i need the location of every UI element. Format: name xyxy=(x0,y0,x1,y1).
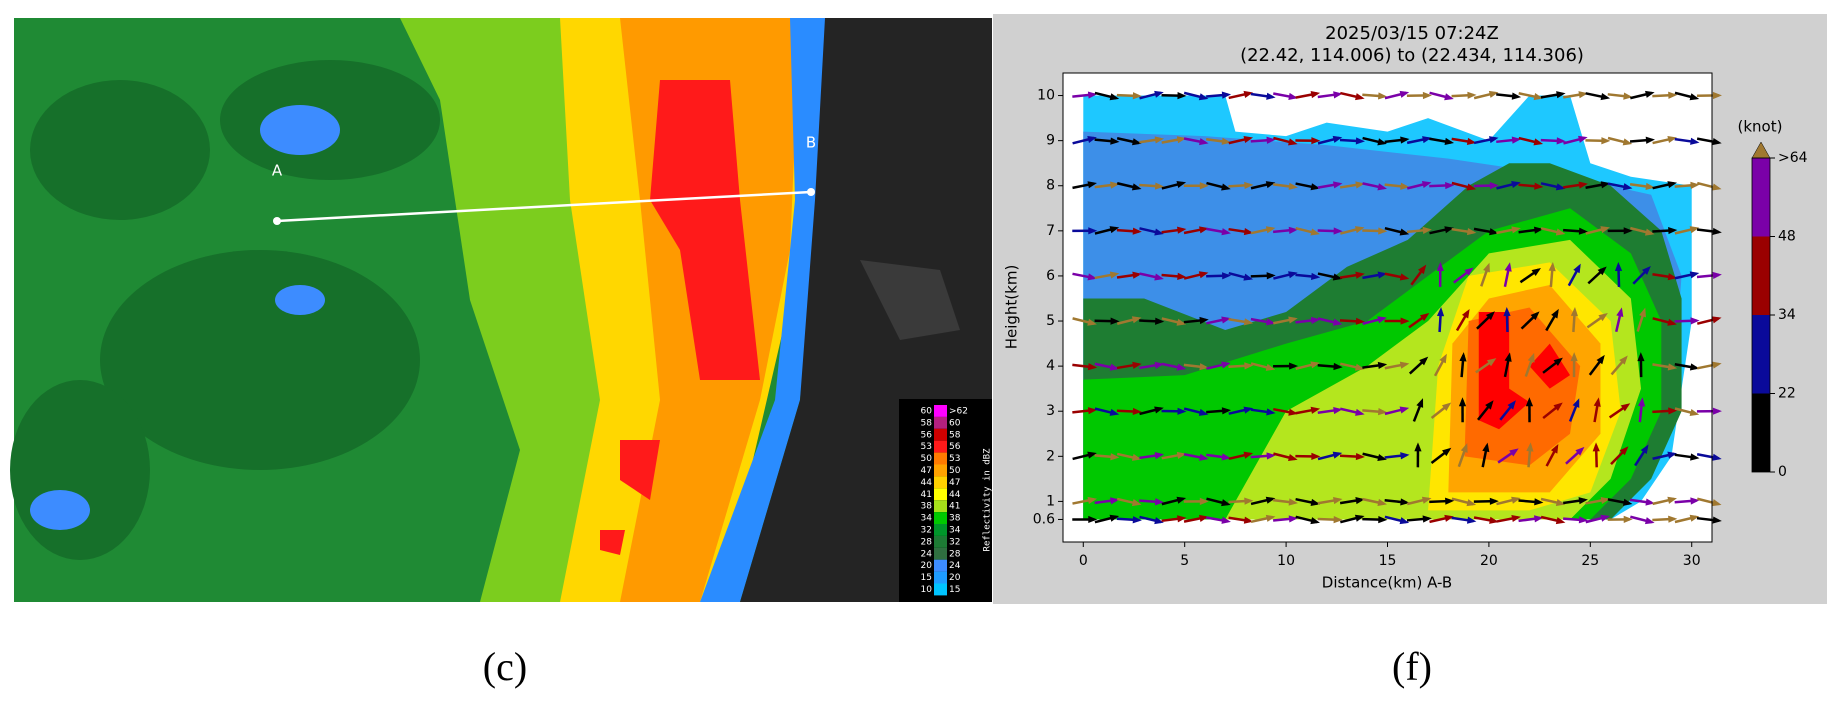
panel-label: (f) xyxy=(1392,644,1432,689)
legend-high: 38 xyxy=(949,514,961,524)
legend-low: 28 xyxy=(921,537,933,547)
colorbar-bin xyxy=(1752,237,1770,316)
x-tick-label: 0 xyxy=(1079,553,1088,569)
colorbar-tick-label: 22 xyxy=(1778,386,1796,402)
x-axis-label: Distance(km) A-B xyxy=(1322,574,1452,592)
y-tick-label: 5 xyxy=(1046,313,1055,329)
panel-label: (c) xyxy=(483,644,527,689)
legend-high: 60 xyxy=(949,418,961,428)
legend-low: 34 xyxy=(921,514,933,524)
y-tick-label: 4 xyxy=(1046,358,1055,374)
legend-high: 20 xyxy=(949,573,961,583)
legend-low: 38 xyxy=(921,502,933,512)
colorbar-tick-label: 34 xyxy=(1778,307,1796,323)
legend-high: 41 xyxy=(949,502,960,512)
legend-swatch xyxy=(934,512,947,524)
colorbar-label: (knot) xyxy=(1738,118,1783,136)
legend-swatch xyxy=(934,476,947,488)
legend-low: 44 xyxy=(921,478,933,488)
legend-high: 50 xyxy=(949,466,961,476)
y-tick-label: 3 xyxy=(1046,403,1055,419)
x-tick-label: 15 xyxy=(1379,553,1397,569)
colorbar-bin xyxy=(1752,158,1770,237)
legend-swatch xyxy=(934,429,947,441)
y-tick-label: 8 xyxy=(1046,178,1055,194)
legend-swatch xyxy=(934,548,947,560)
legend-high: 44 xyxy=(949,490,961,500)
point-label: A xyxy=(272,162,283,180)
legend-high: 32 xyxy=(949,537,960,547)
legend-swatch xyxy=(934,488,947,500)
y-tick-label: 7 xyxy=(1046,223,1055,239)
y-tick-label: 6 xyxy=(1046,268,1055,284)
legend-low: 24 xyxy=(921,549,933,559)
y-tick-label: 2 xyxy=(1046,448,1055,464)
legend-swatch xyxy=(934,453,947,465)
legend-low: 41 xyxy=(921,490,932,500)
legend-high: 53 xyxy=(949,454,960,464)
legend-high: 15 xyxy=(949,585,960,595)
legend-swatch xyxy=(934,584,947,596)
colorbar-tick-label: 48 xyxy=(1778,229,1796,245)
legend-low: 58 xyxy=(921,418,933,428)
legend-low: 32 xyxy=(921,526,932,536)
legend-low: 10 xyxy=(921,585,933,595)
y-tick-label: 1 xyxy=(1046,493,1055,509)
legend-swatch xyxy=(934,560,947,572)
x-tick-label: 20 xyxy=(1480,553,1498,569)
x-tick-label: 10 xyxy=(1277,553,1295,569)
legend-high: 34 xyxy=(949,526,961,536)
y-tick-label: 10 xyxy=(1037,88,1055,104)
x-tick-label: 5 xyxy=(1180,553,1189,569)
legend-swatch xyxy=(934,441,947,453)
legend-low: 15 xyxy=(921,573,932,583)
colorbar-bin xyxy=(1752,394,1770,473)
legend-high: >62 xyxy=(949,407,968,417)
legend-high: 58 xyxy=(949,430,961,440)
legend-low: 60 xyxy=(921,407,933,417)
legend-swatch xyxy=(934,465,947,477)
legend-swatch xyxy=(934,524,947,536)
legend-swatch xyxy=(934,417,947,429)
colorbar-tick-label: >64 xyxy=(1778,150,1808,166)
legend-high: 28 xyxy=(949,549,961,559)
legend-low: 20 xyxy=(921,561,933,571)
legend-title: Reflectivity in dBZ xyxy=(983,448,993,552)
legend-swatch xyxy=(934,500,947,512)
legend-high: 47 xyxy=(949,478,960,488)
y-axis-label: Height(km) xyxy=(1003,265,1021,350)
legend-swatch xyxy=(934,572,947,584)
legend-high: 24 xyxy=(949,561,961,571)
chart-title: 2025/03/15 07:24Z xyxy=(1325,23,1499,44)
legend-low: 53 xyxy=(921,442,932,452)
legend-high: 56 xyxy=(949,442,961,452)
colorbar-tick-label: 0 xyxy=(1778,464,1787,480)
legend-swatch xyxy=(934,405,947,417)
x-tick-label: 30 xyxy=(1683,553,1701,569)
point-label: B xyxy=(806,134,816,152)
colorbar-bin xyxy=(1752,315,1770,394)
y-tick-label: 0.6 xyxy=(1033,511,1055,527)
y-tick-label: 9 xyxy=(1046,133,1055,149)
legend-low: 50 xyxy=(921,454,933,464)
chart-subtitle: (22.42, 114.006) to (22.434, 114.306) xyxy=(1240,45,1584,66)
legend-low: 47 xyxy=(921,466,932,476)
x-tick-label: 25 xyxy=(1581,553,1599,569)
legend-low: 56 xyxy=(921,430,933,440)
legend-swatch xyxy=(934,536,947,548)
